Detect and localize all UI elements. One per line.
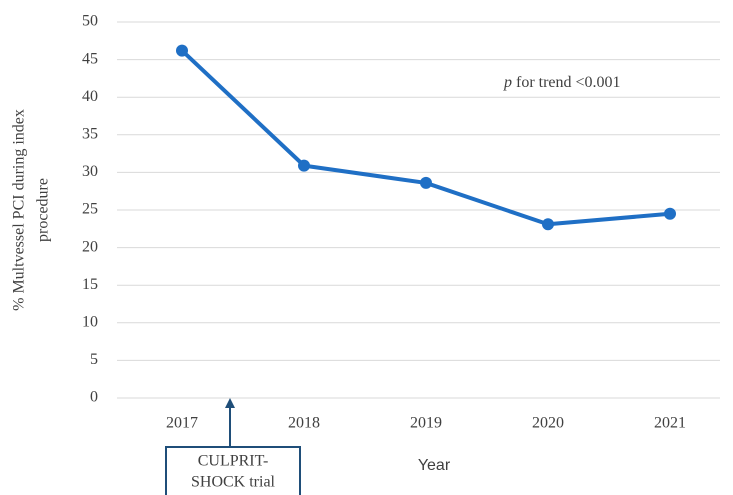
y-tick-label: 15 [82, 276, 98, 293]
y-tick-label: 35 [82, 125, 98, 142]
point [542, 218, 554, 231]
callout-text: CULPRIT- [198, 453, 269, 470]
point [664, 207, 676, 220]
y-axis-label: % Multvessel PCI during index procedure [11, 109, 52, 311]
y-tick-label: 5 [90, 351, 98, 368]
x-tick-label: 2018 [288, 415, 320, 432]
annotation: p for trend <0.001 [503, 74, 621, 91]
x-axis-label: Year [418, 457, 451, 474]
annotation-italic: p [503, 74, 512, 91]
callout-box [165, 446, 301, 495]
y-tick-label: 20 [82, 238, 98, 255]
y-tick-label: 45 [82, 50, 98, 67]
callout-arrowhead [225, 398, 235, 408]
point [420, 176, 432, 189]
x-tick-label: 2020 [532, 415, 564, 432]
x-tick-label: 2019 [410, 415, 442, 432]
x-tick-label: 2017 [166, 415, 198, 432]
y-tick-label: 25 [82, 201, 98, 218]
y-tick-label: 50 [82, 13, 98, 30]
point [176, 44, 188, 57]
point [298, 159, 310, 172]
y-axis-label-line: procedure [35, 178, 52, 242]
callout-text: SHOCK trial [191, 474, 276, 491]
y-tick-label: 10 [82, 313, 98, 330]
y-tick-label: 0 [90, 389, 98, 406]
x-tick-label: 2021 [654, 415, 686, 432]
y-tick-label: 40 [82, 88, 98, 105]
y-axis-label-line: % Multvessel PCI during index [11, 109, 28, 311]
y-tick-label: 30 [82, 163, 98, 180]
annotation-text: for trend <0.001 [516, 74, 621, 91]
